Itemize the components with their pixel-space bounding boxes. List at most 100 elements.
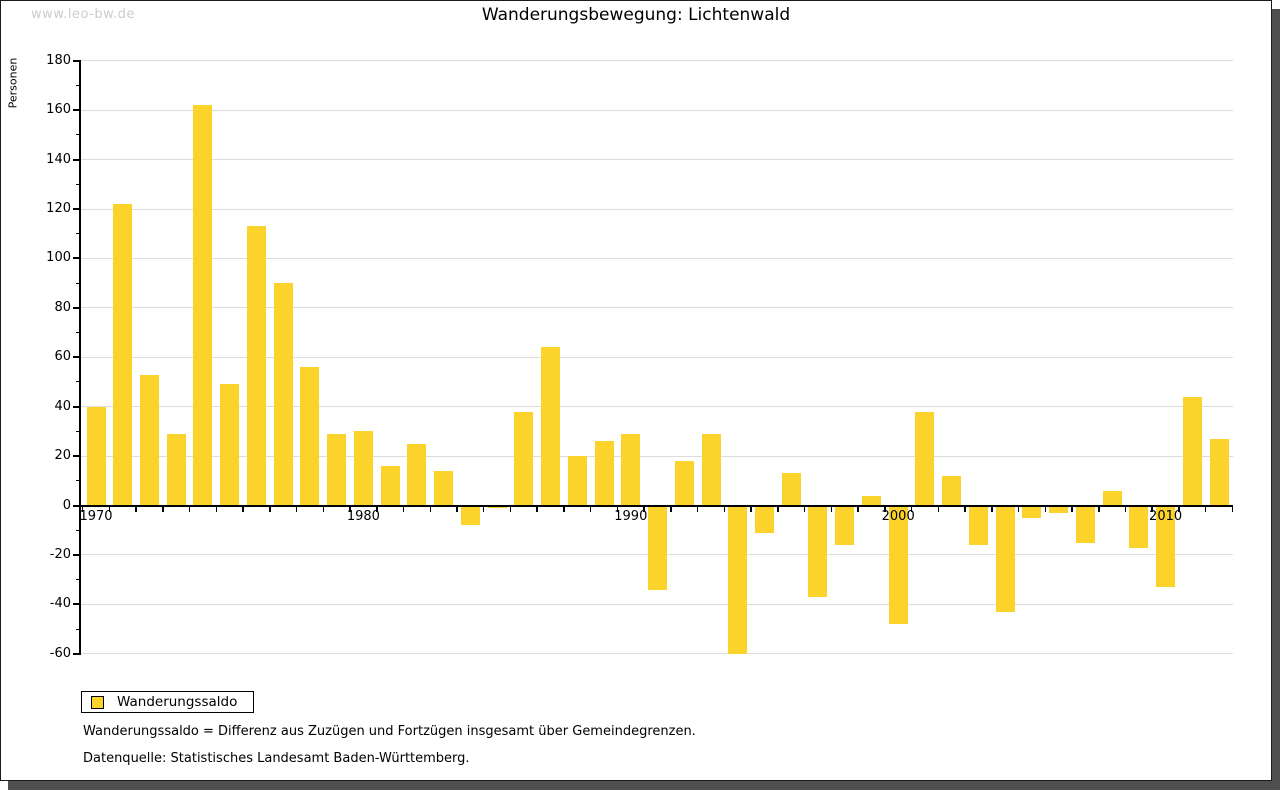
legend: Wanderungssaldo	[81, 691, 255, 713]
x-axis-tick	[830, 505, 833, 512]
x-axis-tick	[803, 505, 806, 512]
x-axis-tick	[1231, 505, 1234, 512]
y-axis-tick-label: 160	[46, 102, 71, 118]
bar-1992	[674, 461, 694, 506]
bar-1976	[246, 226, 266, 506]
bar-2003	[968, 505, 988, 546]
x-axis-tick	[910, 505, 913, 512]
bar-1977	[273, 283, 293, 506]
bar-1990	[621, 433, 641, 506]
y-axis-tick	[73, 257, 81, 260]
y-axis-tick	[73, 158, 81, 161]
bar-1985	[487, 505, 507, 508]
gridline	[81, 603, 1233, 605]
x-axis-tick-label: 1970	[79, 508, 113, 524]
x-axis-tick	[1044, 505, 1047, 512]
x-axis-tick	[376, 505, 378, 512]
bar-1981	[380, 465, 400, 506]
y-axis-minor-tick	[76, 480, 81, 482]
y-axis-tick	[73, 652, 81, 655]
x-axis-tick	[81, 505, 84, 512]
y-axis-minor-tick	[76, 529, 81, 531]
x-axis-tick	[964, 505, 966, 512]
bar-1973	[166, 433, 186, 506]
x-axis-tick	[536, 505, 538, 512]
bar-1998	[835, 505, 855, 546]
x-axis-line	[81, 504, 1233, 507]
gridline	[81, 257, 1233, 259]
y-axis-tick	[73, 405, 81, 408]
x-axis-tick	[696, 505, 699, 512]
bar-2004	[995, 505, 1015, 612]
x-axis-tick	[1071, 505, 1073, 512]
x-axis-tick	[269, 505, 271, 512]
x-axis-tick	[1017, 505, 1020, 512]
bar-1975	[220, 384, 240, 506]
x-axis-tick	[991, 505, 993, 512]
x-axis-tick	[1098, 505, 1100, 512]
bar-2006	[1049, 505, 1069, 513]
x-axis-tick	[162, 505, 164, 512]
y-axis-tick	[73, 504, 81, 507]
bar-2000	[888, 505, 908, 625]
y-axis-line	[79, 60, 81, 655]
x-axis-tick	[215, 505, 218, 512]
x-axis-tick-label: 1980	[346, 508, 380, 524]
x-axis-tick	[1124, 505, 1127, 512]
gridline	[81, 109, 1233, 111]
y-axis-minor-tick	[76, 332, 81, 334]
y-axis-minor-tick	[76, 233, 81, 235]
legend-label: Wanderungssaldo	[117, 694, 238, 710]
y-axis-tick	[73, 208, 81, 210]
y-axis-tick	[73, 356, 81, 359]
y-axis-minor-tick	[76, 579, 81, 581]
bar-1978	[300, 367, 320, 506]
bar-2011	[1182, 396, 1202, 506]
legend-swatch-icon	[91, 695, 104, 709]
y-axis-tick	[73, 306, 81, 309]
gridline	[81, 406, 1233, 408]
x-axis-tick-label: 2000	[881, 508, 915, 524]
gridline	[81, 159, 1233, 161]
bar-1997	[808, 505, 828, 597]
x-axis-tick	[1204, 505, 1207, 512]
y-axis-tick	[73, 59, 81, 62]
gridline	[81, 307, 1233, 309]
watermark: www.leo-bw.de	[31, 7, 135, 22]
bar-1999	[861, 495, 881, 506]
bar-1984	[460, 505, 480, 526]
bar-1982	[407, 443, 427, 506]
y-axis-minor-tick	[76, 628, 81, 630]
bar-1991	[648, 505, 668, 590]
y-axis-tick-label: -20	[49, 546, 71, 562]
bar-1971	[113, 204, 133, 506]
y-axis-tick-label: 140	[46, 151, 71, 167]
bar-1989	[594, 441, 614, 506]
bar-1987	[541, 347, 561, 506]
x-axis-tick	[563, 505, 565, 512]
x-axis-tick	[242, 505, 244, 512]
y-axis-minor-tick	[76, 84, 81, 86]
bar-1983	[434, 470, 454, 506]
y-axis-tick-label: 80	[54, 299, 71, 315]
footnote-source: Datenquelle: Statistisches Landesamt Bad…	[83, 751, 470, 766]
y-axis-tick-label: -40	[49, 596, 71, 612]
y-axis-tick	[73, 455, 81, 458]
chart-plot: -60 -40 -20 0 20 40 60 80 100 120 140 160 180 1970 198…	[1, 1, 1271, 780]
y-axis-minor-tick	[76, 430, 81, 432]
y-axis-tick	[73, 553, 81, 556]
x-axis-tick	[402, 505, 405, 512]
y-axis-tick-label: 20	[54, 448, 71, 464]
x-axis-tick	[482, 505, 485, 512]
bar-1974	[193, 105, 213, 506]
bar-1979	[327, 433, 347, 506]
y-axis-tick-label: 0	[62, 497, 71, 513]
x-axis-tick	[723, 505, 726, 512]
x-axis-tick-label: 2010	[1149, 508, 1183, 524]
x-axis-tick	[349, 505, 351, 512]
x-axis-tick	[1178, 505, 1180, 512]
y-axis-tick-label: 120	[46, 201, 71, 216]
x-axis-tick	[670, 505, 672, 512]
bar-2005	[1022, 505, 1042, 518]
